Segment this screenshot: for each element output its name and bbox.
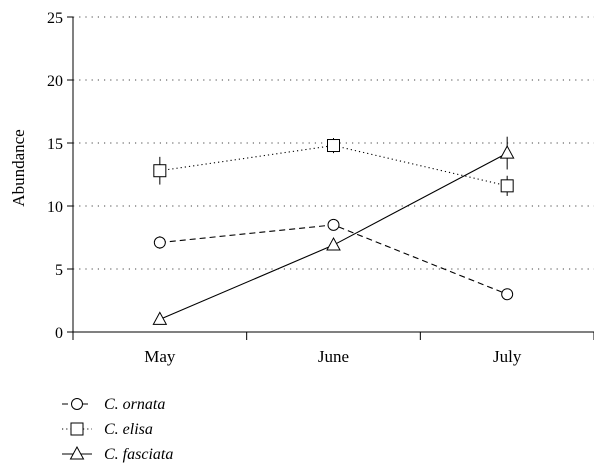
data-point [501, 288, 514, 301]
x-tick-label: May [144, 347, 176, 366]
legend-item: C. fasciata [62, 445, 173, 463]
series-c-elisa [153, 137, 514, 196]
legend-label: C. ornata [104, 396, 165, 413]
x-tick-label: June [318, 347, 349, 366]
legend-marker [69, 445, 85, 460]
data-point [153, 164, 167, 178]
legend-marker [70, 422, 84, 436]
series-c-fasciata [152, 136, 515, 325]
legend-item: C. elisa [62, 421, 153, 438]
data-point [499, 145, 515, 159]
series-line [159, 224, 508, 295]
legend-label: C. fasciata [104, 446, 173, 463]
y-tick-label: 0 [55, 325, 63, 342]
legend: C. ornata C. elisa C. fasciata [62, 396, 173, 463]
data-point [152, 311, 168, 325]
data-point [326, 237, 341, 251]
legend-marker [71, 398, 83, 410]
series-line [159, 144, 508, 187]
data-point [327, 139, 340, 153]
data-point [153, 236, 166, 249]
y-axis-label: Abundance [9, 129, 28, 206]
data-point [500, 179, 514, 193]
y-tick-label: 15 [47, 136, 63, 153]
legend-label: C. elisa [104, 421, 153, 438]
legend-item: C. ornata [62, 396, 165, 413]
y-tick-label: 25 [47, 10, 63, 27]
series-c-ornata [153, 218, 514, 301]
axes: 0 5 10 15 20 25 May June July [47, 10, 594, 366]
series-layer [152, 136, 515, 325]
y-tick-label: 10 [47, 199, 63, 216]
data-point [327, 218, 340, 231]
x-tick-label: July [493, 347, 522, 366]
y-tick-label: 5 [55, 262, 63, 279]
series-line [159, 152, 508, 320]
y-tick-label: 20 [47, 73, 63, 90]
